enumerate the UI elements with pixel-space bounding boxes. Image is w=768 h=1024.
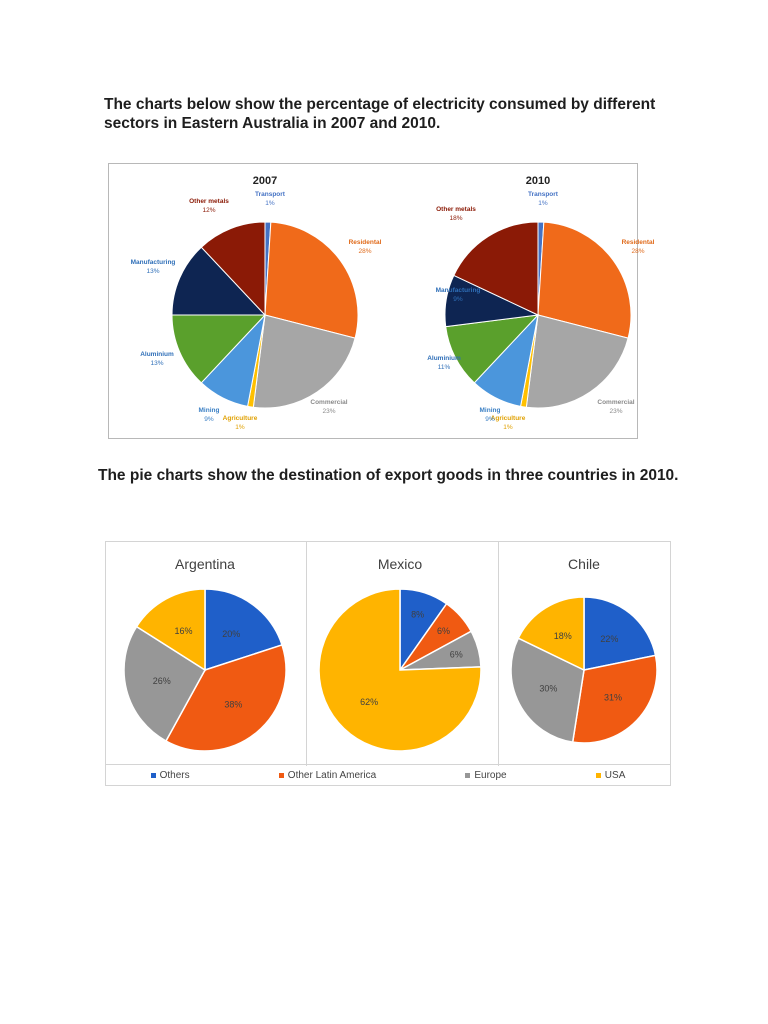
slice-value-label: 1% [538,200,548,207]
legend-item-europe: Europe [465,769,507,781]
legend-swatch-europe [465,772,471,778]
chart-title-mexico: Mexico [378,556,423,572]
slice-percent-label: 6% [437,626,450,636]
pie-slice-2010-commercial [525,314,629,409]
pie-slice-argentina-others [204,588,283,672]
slice-percent-label: 26% [153,676,171,686]
slice-percent-label: 22% [600,634,618,644]
pie-slice-chile-usa [517,596,585,672]
slice-value-label: 1% [265,200,275,207]
slice-value-label: 1% [503,424,513,431]
export-pie-charts-svg: Argentina Mexico Chile 20% 38% 26% 16% 8% 6% 6% 62… [123,556,658,752]
slice-name-label: Aluminium [427,355,461,362]
slice-name-label: Commercial [597,399,634,406]
slice-name-label: Other metals [436,206,476,213]
slice-value-label: 13% [150,360,163,367]
legend-item-other-latin-america: Other Latin America [278,769,377,781]
slice-name-label: Residental [349,239,382,246]
legend-label: Others [159,769,190,781]
slice-value-label: 28% [358,248,371,255]
slice-name-label: Transport [255,191,286,198]
chart-title-2010: 2010 [526,175,550,187]
pie-slice-2007-commercial [252,314,356,409]
slice-percent-label: 62% [360,697,378,707]
legend-label: Other Latin America [287,769,377,781]
slice-name-label: Agriculture [223,415,258,422]
chart-title-argentina: Argentina [175,556,235,572]
slice-percent-label: 38% [224,699,242,709]
pie-slice-argentina-usa [135,588,206,672]
slice-percent-label: 16% [174,626,192,636]
slice-percent-label: 31% [604,693,622,703]
slice-name-label: Manufacturing [131,259,176,266]
chart-title-2007: 2007 [253,175,277,187]
slice-name-label: Residental [622,239,655,246]
export-charts-heading: The pie charts show the destination of e… [98,467,679,484]
slice-percent-label: 8% [411,609,424,619]
chart-divider [306,542,307,766]
pie-slice-chile-others [583,596,657,671]
pie-slice-2007-other-metals [200,221,266,317]
pie-slice-2007-residental [264,221,359,339]
slice-name-label: Other metals [189,198,229,205]
pie-slice-argentina-other-latin-america [164,644,287,752]
legend-label: Europe [474,769,507,781]
pie-slice-2010-other-metals [453,221,539,316]
pie-slice-2007-aluminium [171,314,267,384]
pie-slice-mexico-usa [318,588,482,752]
slice-value-label: 18% [449,215,462,222]
slice-percent-label: 6% [450,650,463,660]
export-pie-charts-panel: Argentina Mexico Chile 20% 38% 26% 16% 8% 6% 6% 62… [105,541,671,786]
slice-value-label: 1% [235,424,245,431]
legend-swatch-other-latin-america [278,772,284,778]
slice-value-label: 23% [609,408,622,415]
slice-percent-label: 20% [222,629,240,639]
pie-slice-2010-residental [537,221,632,339]
slice-value-label: 11% [438,364,451,371]
electricity-charts-heading: The charts below show the percentage of … [104,96,656,132]
slice-value-label: 28% [631,248,644,255]
electricity-pie-charts-panel: 2007 2010 Transport 1% Residental 28% Commerci… [108,163,655,439]
legend-swatch-others [150,772,156,778]
legend-item-usa: USA [595,769,626,781]
pie-slice-argentina-europe [123,625,206,742]
chart-divider [498,542,499,766]
legend-label: USA [604,769,626,781]
pie-slice-2007-manufacturing [171,246,267,316]
chart-title-chile: Chile [568,556,600,572]
slice-value-label: 23% [322,408,335,415]
slice-value-label: 9% [453,296,463,303]
slice-value-label: 9% [485,416,495,423]
slice-name-label: Agriculture [491,415,526,422]
chart-legend: Others Other Latin America Europe USA [106,764,670,785]
slice-name-label: Aluminium [140,351,174,358]
slice-name-label: Mining [199,407,220,414]
slice-value-label: 12% [202,207,215,214]
pie-slice-chile-europe [510,637,585,743]
slice-name-label: Transport [528,191,559,198]
electricity-pie-charts-svg: 2007 2010 Transport 1% Residental 28% Commerci… [131,175,655,431]
pie-slice-chile-other-latin-america [571,654,658,744]
slice-value-label: 13% [146,268,159,275]
legend-item-others: Others [150,769,190,781]
slice-name-label: Manufacturing [436,287,481,294]
slice-name-label: Commercial [310,399,347,406]
slice-percent-label: 30% [539,684,557,694]
legend-swatch-usa [595,772,601,778]
slice-percent-label: 18% [554,631,572,641]
slice-value-label: 9% [204,416,214,423]
slice-name-label: Mining [480,407,501,414]
